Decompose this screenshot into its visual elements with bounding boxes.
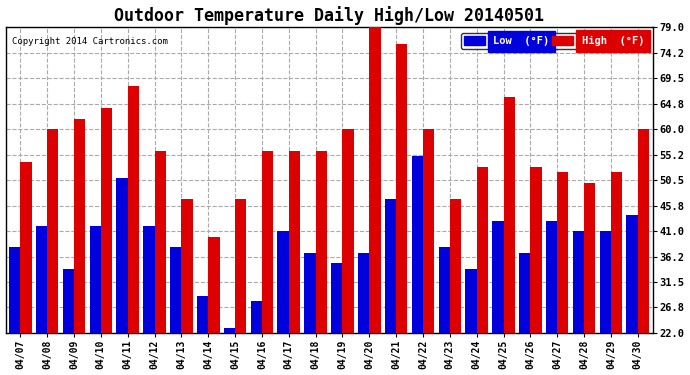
Bar xyxy=(477,167,488,333)
Bar xyxy=(9,248,20,333)
Bar xyxy=(465,269,477,333)
Legend: Low  (°F), High  (°F): Low (°F), High (°F) xyxy=(461,33,647,49)
Bar xyxy=(627,215,638,333)
Bar xyxy=(20,162,32,333)
Bar xyxy=(250,301,262,333)
Bar xyxy=(600,231,611,333)
Bar xyxy=(504,97,515,333)
Bar xyxy=(170,248,181,333)
Bar xyxy=(262,151,273,333)
Bar xyxy=(117,178,128,333)
Bar xyxy=(638,129,649,333)
Bar xyxy=(573,231,584,333)
Bar xyxy=(208,237,219,333)
Bar xyxy=(331,263,342,333)
Bar xyxy=(224,328,235,333)
Bar xyxy=(611,172,622,333)
Bar xyxy=(396,44,407,333)
Bar xyxy=(128,87,139,333)
Bar xyxy=(277,231,288,333)
Bar xyxy=(369,22,381,333)
Bar xyxy=(74,118,86,333)
Bar xyxy=(358,253,369,333)
Bar xyxy=(288,151,300,333)
Bar xyxy=(155,151,166,333)
Bar xyxy=(235,199,246,333)
Bar xyxy=(304,253,315,333)
Bar xyxy=(342,129,354,333)
Bar xyxy=(519,253,531,333)
Bar xyxy=(36,226,47,333)
Bar xyxy=(584,183,595,333)
Bar xyxy=(63,269,74,333)
Bar xyxy=(558,172,569,333)
Bar xyxy=(47,129,59,333)
Bar xyxy=(492,220,504,333)
Bar xyxy=(315,151,327,333)
Bar xyxy=(144,226,155,333)
Bar xyxy=(439,248,450,333)
Bar xyxy=(197,296,208,333)
Bar xyxy=(412,156,423,333)
Bar xyxy=(181,199,193,333)
Bar xyxy=(385,199,396,333)
Bar xyxy=(531,167,542,333)
Title: Outdoor Temperature Daily High/Low 20140501: Outdoor Temperature Daily High/Low 20140… xyxy=(114,6,544,24)
Bar xyxy=(90,226,101,333)
Bar xyxy=(546,220,558,333)
Text: Copyright 2014 Cartronics.com: Copyright 2014 Cartronics.com xyxy=(12,37,168,46)
Bar xyxy=(450,199,461,333)
Bar xyxy=(423,129,434,333)
Bar xyxy=(101,108,112,333)
